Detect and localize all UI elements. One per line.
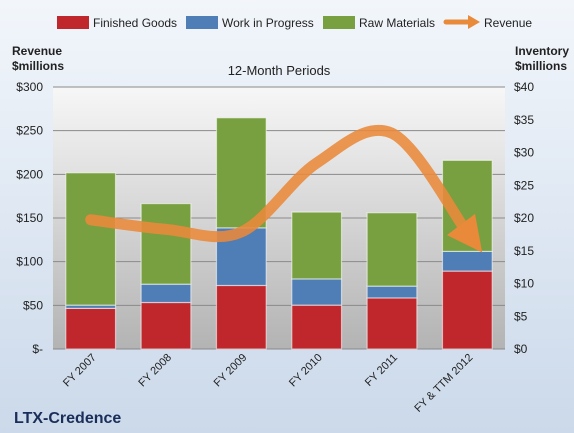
bar-work-in-progress-fy-2010 — [291, 278, 343, 306]
bar-finished-goods-fy-2009 — [215, 284, 267, 350]
legend-label-work-in-progress: Work in Progress — [222, 16, 314, 30]
bar-finished-goods-fy-2010 — [291, 304, 343, 350]
chart-subtitle: 12-Month Periods — [228, 63, 331, 78]
legend-label-finished-goods: Finished Goods — [93, 16, 177, 30]
left-tick-label: $300 — [16, 80, 43, 94]
bar-work-in-progress-fy-2008 — [140, 283, 192, 304]
bar-finished-goods-fy-ttm-2012 — [441, 270, 493, 350]
legend-swatch-raw-materials — [323, 16, 355, 29]
right-tick-label: $25 — [514, 178, 534, 192]
bar-raw-materials-fy-2007 — [65, 172, 117, 306]
right-tick-label: $5 — [514, 309, 528, 323]
right-tick-label: $10 — [514, 277, 534, 291]
right-axis-ticks: $0 $5 $10 $15 $20 $25 $30 $35 $40 — [514, 80, 534, 356]
revenue-line-series — [85, 124, 483, 253]
right-tick-label: $15 — [514, 244, 534, 258]
legend-swatch-work-in-progress — [186, 16, 218, 29]
left-tick-label: $50 — [23, 298, 43, 312]
bar-raw-materials-fy-2009 — [215, 117, 267, 229]
right-tick-label: $20 — [514, 211, 534, 225]
right-axis-title-line1: Inventory — [515, 44, 569, 58]
bar-finished-goods-fy-2011 — [366, 297, 418, 350]
bar-work-in-progress-fy-ttm-2012 — [441, 250, 493, 272]
left-tick-label: $250 — [16, 124, 43, 138]
bar-raw-materials-fy-2008 — [140, 202, 192, 285]
right-tick-label: $30 — [514, 146, 534, 160]
bar-work-in-progress-fy-2011 — [366, 285, 418, 299]
bar-finished-goods-fy-2007 — [65, 307, 117, 350]
left-tick-label: $- — [32, 342, 43, 356]
bar-raw-materials-fy-2010 — [291, 211, 343, 280]
left-tick-label: $150 — [16, 211, 43, 225]
legend: Finished Goods Work in Progress Raw Mate… — [57, 15, 532, 30]
bar-finished-goods-fy-2008 — [140, 301, 192, 350]
legend-label-raw-materials: Raw Materials — [359, 16, 435, 30]
left-tick-label: $200 — [16, 167, 43, 181]
legend-swatch-finished-goods — [57, 16, 89, 29]
company-title: LTX-Credence — [14, 410, 121, 427]
left-axis-ticks: $- $50 $100 $150 $200 $250 $300 — [16, 80, 43, 356]
right-tick-label: $0 — [514, 342, 528, 356]
bar-raw-materials-fy-2011 — [366, 212, 418, 287]
right-axis-title-line2: $millions — [515, 59, 567, 73]
legend-label-revenue: Revenue — [484, 16, 532, 30]
left-tick-label: $100 — [16, 255, 43, 269]
legend-arrow-icon — [468, 15, 480, 29]
left-axis-title-line1: Revenue — [12, 44, 62, 58]
revenue-line — [85, 124, 483, 253]
right-tick-label: $35 — [514, 113, 534, 127]
right-tick-label: $40 — [514, 80, 534, 94]
left-axis-title-line2: $millions — [12, 59, 64, 73]
